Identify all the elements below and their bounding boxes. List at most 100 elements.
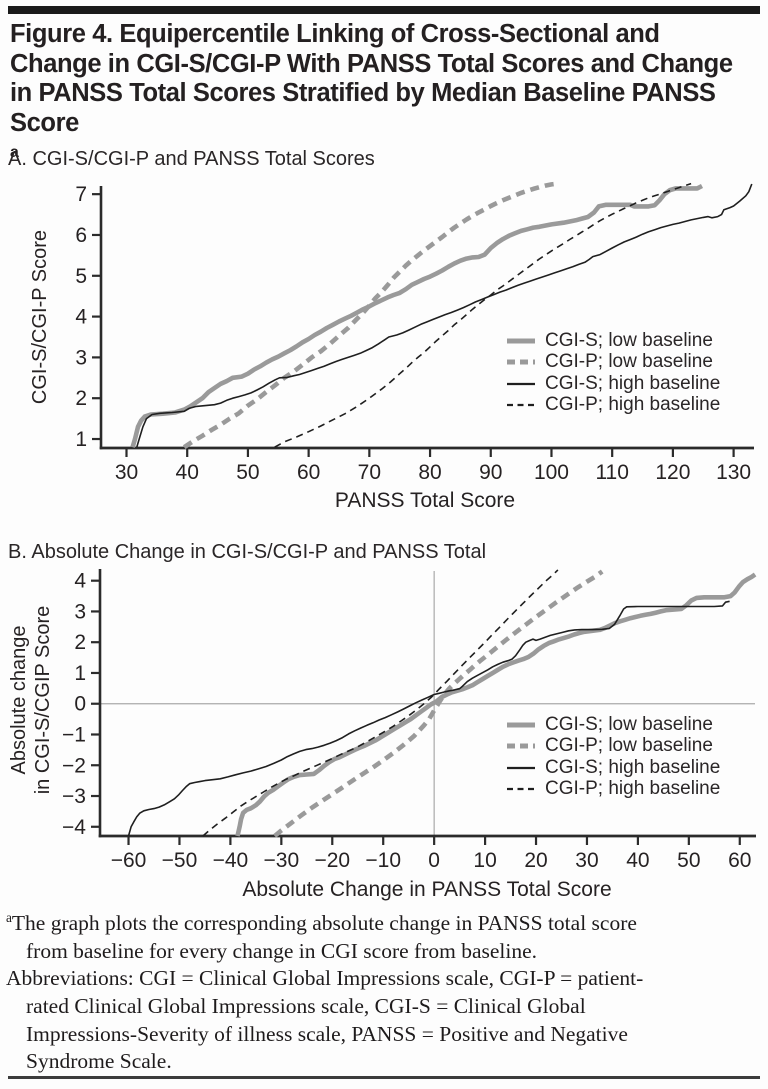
legend-label: CGI-S; low baseline — [545, 329, 713, 351]
footnote-line: from baseline for every change in CGI sc… — [26, 938, 538, 963]
x-tick-label: 50 — [677, 849, 700, 872]
x-tick-label: 80 — [418, 461, 441, 484]
legend-item: CGI-P; high baseline — [506, 394, 721, 417]
figure-title-line: Figure 4. Equipercentile Linking of Cros… — [10, 20, 660, 48]
footnote-line: rated Clinical Global Impressions scale,… — [26, 993, 586, 1018]
y-tick-label: 2 — [75, 387, 87, 410]
y-tick-label: −3 — [62, 785, 86, 808]
y-axis-title: in CGI-S/CGIP Score — [32, 606, 54, 795]
y-tick-label: 4 — [74, 570, 86, 593]
chart-a-panss-total: 30 40 50 60 70 80 90 100 110 120 130 1 2 3 4 5 6 7 PANSS T… — [29, 181, 754, 512]
legend-line-sample — [507, 382, 535, 385]
y-tick-label: −2 — [62, 754, 86, 777]
x-tick-label: 30 — [115, 461, 138, 484]
x-tick-label: 70 — [358, 461, 381, 484]
legend-line-sample — [507, 338, 535, 344]
series-line-cgi-p-high-baseline — [202, 569, 559, 837]
footnote-line: Impressions-Severity of illness scale, P… — [26, 1021, 628, 1046]
chart-a-legend: CGI-S; low baseline CGI-P; low baseline CG… — [506, 330, 720, 416]
figure-title-superscript: a — [10, 144, 19, 161]
footnote-superscript: a — [6, 910, 12, 925]
x-tick-label: 50 — [236, 461, 259, 484]
footnote-line: Syndrome Scale. — [26, 1049, 172, 1074]
y-tick-label: 3 — [74, 600, 86, 623]
y-axis-title: CGI-S/CGI-P Score — [29, 230, 51, 404]
footnote-text: The graph plots the corresponding absolu… — [11, 911, 637, 936]
panel-a-label: A. CGI-S/CGI-P and PANSS Total Scores — [8, 148, 375, 170]
footnote: aThe graph plots the corresponding absol… — [6, 904, 764, 1076]
y-tick-label: 0 — [74, 693, 86, 716]
x-tick-label: 40 — [176, 461, 199, 484]
y-tick-label: 1 — [74, 662, 86, 685]
x-tick-label: 10 — [473, 849, 496, 872]
y-tick-label: 3 — [75, 346, 87, 369]
footnote-line: Abbreviations: CGI = Clinical Global Imp… — [6, 966, 644, 991]
series-line-cgi-p-high-baseline — [274, 182, 692, 448]
footnote-line: aThe graph plots the corresponding absol… — [6, 904, 764, 938]
bottom-rule — [8, 1076, 760, 1079]
y-tick-label: 7 — [75, 183, 87, 206]
series-line-cgi-p-low-baseline — [182, 181, 558, 450]
figure-title-line: Score a — [10, 109, 762, 175]
x-tick-label: 120 — [655, 461, 690, 484]
top-rule — [8, 6, 760, 14]
x-tick-label: 40 — [626, 849, 649, 872]
legend-item: CGI-P; low baseline — [506, 351, 720, 374]
figure-title-tail: Score — [10, 108, 79, 137]
legend-line-sample — [507, 722, 535, 728]
y-tick-label: 5 — [75, 265, 87, 288]
legend-label: CGI-P; high baseline — [545, 394, 721, 416]
y-tick-label: 6 — [75, 224, 87, 247]
legend-line-sample — [507, 766, 535, 769]
legend-item: CGI-S; high baseline — [506, 757, 720, 779]
x-tick-label: −50 — [162, 849, 198, 872]
series-line-cgi-s-high-baseline — [127, 600, 730, 837]
legend-line-sample — [507, 788, 535, 791]
legend-item: CGI-S; high baseline — [506, 373, 720, 395]
x-tick-label: −20 — [314, 849, 350, 872]
legend-item: CGI-S; low baseline — [506, 330, 720, 352]
legend-label: CGI-S; low baseline — [545, 713, 713, 735]
series-line-cgi-s-low-baseline — [235, 572, 757, 837]
x-tick-label: 60 — [297, 461, 320, 484]
x-tick-label: 60 — [728, 849, 751, 872]
x-tick-label: 0 — [428, 849, 440, 872]
x-tick-label: 20 — [524, 849, 547, 872]
x-tick-label: −10 — [365, 849, 401, 872]
legend-line-sample — [507, 743, 535, 749]
legend-line-sample — [507, 404, 535, 407]
chart-b-legend: CGI-S; low baseline CGI-P; low baseline CG… — [506, 714, 720, 800]
x-tick-label: 130 — [716, 461, 751, 484]
x-tick-label: −30 — [264, 849, 300, 872]
figure-title-line: Change in CGI-S/CGI-P With PANSS Total S… — [10, 49, 733, 78]
y-tick-label: −4 — [62, 816, 86, 839]
x-tick-label: 110 — [595, 461, 628, 484]
figure-title: Figure 4. Equipercentile Linking of Cros… — [10, 20, 762, 174]
series-line-cgi-s-low-baseline — [130, 183, 704, 448]
legend-label: CGI-S; high baseline — [545, 372, 721, 394]
x-tick-label: −60 — [111, 849, 147, 872]
legend-item: CGI-P; high baseline — [506, 778, 721, 801]
y-tick-label: 1 — [75, 428, 87, 451]
panel-b-label: B. Absolute Change in CGI-S/CGI-P and PA… — [8, 541, 487, 563]
legend-label: CGI-S; high baseline — [545, 756, 721, 778]
legend-label: CGI-P; high baseline — [545, 778, 721, 800]
figure-title-line: in PANSS Total Scores Stratified by Medi… — [10, 79, 716, 107]
chart-b-absolute-change: −60 −50 −40 −30 −20 −10 0 10 20 30 40 50 6043210−1−2… — [8, 569, 757, 901]
x-tick-label: −40 — [213, 849, 249, 872]
legend-item: CGI-P; low baseline — [506, 735, 720, 758]
x-axis-title: PANSS Total Score — [335, 489, 515, 512]
legend-label: CGI-P; low baseline — [545, 351, 713, 373]
x-tick-label: 90 — [479, 461, 502, 484]
y-tick-label: 2 — [74, 631, 86, 654]
legend-line-sample — [507, 359, 535, 365]
legend-item: CGI-S; low baseline — [506, 714, 720, 736]
x-axis-title: Absolute Change in PANSS Total Score — [242, 878, 611, 901]
y-tick-label: 4 — [75, 306, 87, 329]
legend-label: CGI-P; low baseline — [545, 735, 713, 757]
x-tick-label: 100 — [534, 461, 569, 484]
y-axis-title: Absolute change — [8, 625, 30, 774]
series-line-cgi-s-high-baseline — [136, 183, 753, 448]
y-tick-label: −1 — [62, 723, 86, 746]
x-tick-label: 30 — [575, 849, 598, 872]
